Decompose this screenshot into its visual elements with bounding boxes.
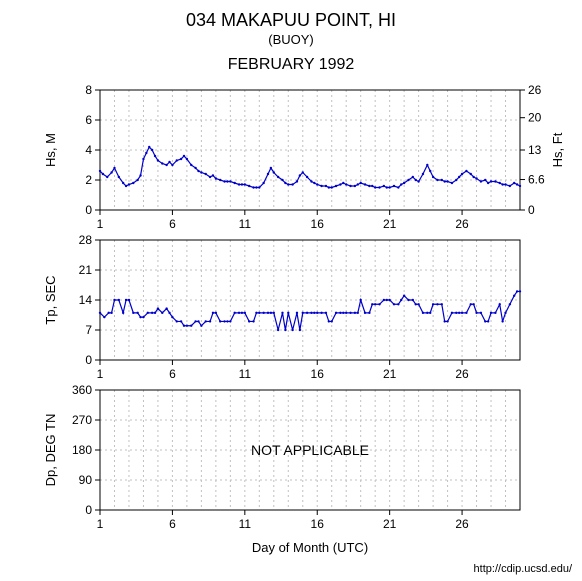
svg-text:16: 16 [311,367,325,381]
svg-text:Hs, M: Hs, M [43,133,58,167]
svg-text:11: 11 [239,517,252,531]
svg-text:0: 0 [85,353,92,367]
svg-text:13: 13 [528,143,542,157]
svg-text:1: 1 [97,517,104,531]
svg-text:26: 26 [528,83,542,97]
svg-text:26: 26 [455,517,469,531]
svg-text:6: 6 [169,217,176,231]
svg-text:360: 360 [72,383,92,397]
svg-text:21: 21 [383,367,397,381]
svg-text:Day of Month (UTC): Day of Month (UTC) [252,540,368,555]
svg-text:16: 16 [311,517,325,531]
svg-text:7: 7 [85,323,92,337]
chart-svg: 0 2 4 6 8 0 6.6 13 20 26 Hs, M Hs, Ft 0 7 14 21 28 Tp, SE… [0,0,582,581]
svg-text:11: 11 [239,217,252,231]
svg-text:11: 11 [239,367,252,381]
svg-text:Hs, Ft: Hs, Ft [550,132,565,167]
svg-text:14: 14 [79,293,93,307]
svg-text:1: 1 [97,217,104,231]
svg-text:26: 26 [455,367,469,381]
svg-text:21: 21 [383,217,397,231]
svg-text:1: 1 [97,367,104,381]
svg-text:0: 0 [85,503,92,517]
chart-container: 034 MAKAPUU POINT, HI (BUOY) FEBRUARY 19… [0,0,582,581]
svg-text:6: 6 [169,517,176,531]
svg-text:8: 8 [85,83,92,97]
svg-text:6.6: 6.6 [528,173,545,187]
svg-text:20: 20 [528,111,542,125]
svg-text:2: 2 [85,173,92,187]
svg-text:6: 6 [85,113,92,127]
svg-text:Tp, SEC: Tp, SEC [43,275,58,324]
svg-text:NOT APPLICABLE: NOT APPLICABLE [251,442,369,458]
svg-text:0: 0 [85,203,92,217]
svg-text:180: 180 [72,443,92,457]
svg-text:0: 0 [528,203,535,217]
attribution: http://cdip.ucsd.edu/ [474,563,572,575]
svg-text:Dp, DEG TN: Dp, DEG TN [43,414,58,487]
svg-text:21: 21 [79,263,93,277]
svg-text:4: 4 [85,143,92,157]
svg-text:270: 270 [72,413,92,427]
svg-text:26: 26 [455,217,469,231]
svg-text:28: 28 [79,233,93,247]
svg-text:16: 16 [311,217,325,231]
svg-text:6: 6 [169,367,176,381]
svg-text:90: 90 [79,473,93,487]
svg-text:21: 21 [383,517,397,531]
